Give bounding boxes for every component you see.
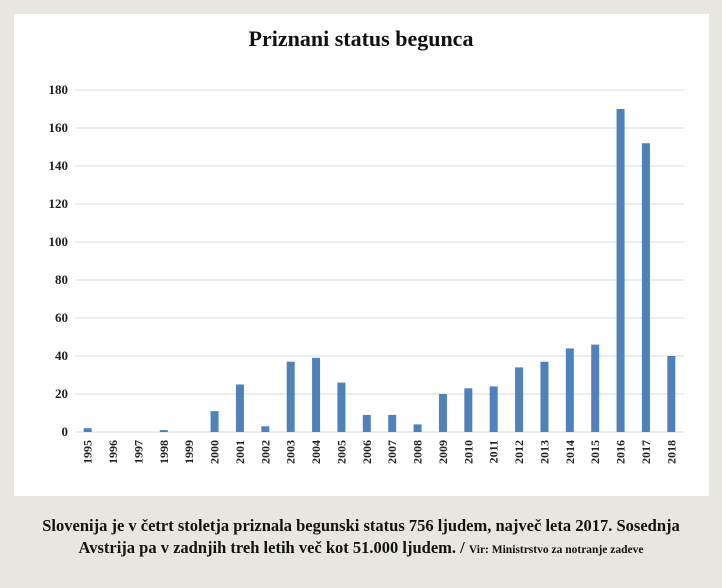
bar-2011 (489, 386, 498, 432)
y-tick-label: 40 (55, 348, 68, 363)
bar-2012 (515, 367, 524, 432)
bar-2013 (540, 361, 549, 432)
bar-2018 (667, 356, 676, 432)
y-axis-ticks: 0 20 40 60 80 100 120 140 160 180 (49, 82, 69, 439)
bar-1995 (83, 428, 92, 432)
x-tick-label: 2007 (385, 440, 399, 464)
y-tick-label: 0 (62, 424, 69, 439)
bar-2009 (438, 394, 447, 432)
bar-2016 (616, 109, 625, 432)
bar-2007 (388, 414, 397, 432)
x-tick-label: 2001 (233, 440, 247, 464)
caption-line-1: Slovenija je v četrt stoletja priznala b… (42, 516, 680, 535)
y-tick-label: 20 (55, 386, 68, 401)
x-tick-label: 1996 (106, 440, 120, 464)
x-tick-label: 2008 (411, 440, 425, 464)
x-tick-label: 2014 (563, 440, 577, 464)
y-tick-label: 160 (49, 120, 69, 135)
bar-2017 (641, 143, 650, 432)
x-tick-label: 2000 (208, 440, 222, 464)
x-tick-label: 2012 (512, 440, 526, 464)
x-tick-label: 2003 (284, 440, 298, 464)
x-tick-label: 1997 (131, 440, 145, 464)
bar-2004 (312, 357, 321, 432)
bar-2001 (235, 384, 244, 432)
bar-2015 (591, 344, 600, 432)
bars (83, 109, 676, 432)
x-tick-label: 2016 (614, 440, 628, 464)
x-tick-label: 1998 (157, 440, 171, 464)
bar-1998 (159, 430, 168, 432)
y-tick-label: 140 (49, 158, 69, 173)
x-tick-label: 1995 (81, 440, 95, 464)
x-tick-label: 1999 (182, 440, 196, 464)
source-note: Vir: Ministrstvo za notranje zadeve (468, 544, 644, 556)
bar-2014 (565, 348, 574, 432)
x-axis-ticks: 1995 1996 1997 1998 1999 2000 2001 2002 2003 2004… (81, 440, 679, 464)
caption-line-2-text: Avstrija pa v zadnjih treh letih več kot… (78, 538, 457, 557)
x-tick-label: 2009 (436, 440, 450, 464)
y-tick-label: 60 (55, 310, 68, 325)
y-tick-label: 180 (49, 82, 69, 97)
caption: Slovenija je v četrt stoletja priznala b… (0, 515, 722, 561)
y-tick-label: 100 (49, 234, 69, 249)
x-tick-label: 2005 (334, 440, 348, 464)
x-tick-label: 2015 (588, 440, 602, 464)
x-tick-label: 2006 (360, 440, 374, 464)
bar-2000 (210, 411, 219, 432)
bar-2003 (286, 361, 295, 432)
caption-line-2: Avstrija pa v zadnjih treh letih več kot… (0, 537, 722, 561)
bar-2008 (413, 424, 422, 432)
bar-2010 (464, 388, 473, 432)
gridlines (75, 89, 684, 433)
x-tick-label: 2002 (258, 440, 272, 464)
y-tick-label: 80 (55, 272, 68, 287)
chart-title: Priznani status begunca (248, 26, 474, 51)
caption-separator: / (456, 538, 469, 557)
y-tick-label: 120 (49, 196, 69, 211)
x-tick-label: 2011 (487, 440, 501, 463)
bar-2005 (337, 382, 346, 432)
x-tick-label: 2004 (309, 440, 323, 464)
bar-2006 (362, 414, 371, 432)
x-tick-label: 2013 (537, 440, 551, 464)
x-tick-label: 2018 (664, 440, 678, 464)
x-tick-label: 2017 (639, 440, 653, 464)
bar-2002 (261, 426, 270, 432)
x-tick-label: 2010 (461, 440, 475, 464)
